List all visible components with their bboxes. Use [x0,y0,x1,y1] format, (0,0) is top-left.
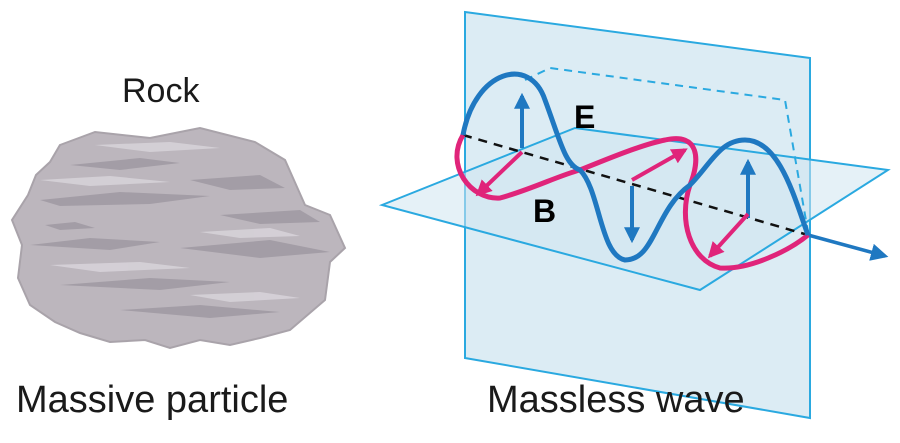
rock-illustration [12,128,345,348]
rock-title: Rock [122,72,199,111]
magnetic-field-label: B [533,193,556,230]
propagation-arrow [808,235,885,256]
massless-wave-caption: Massless wave [487,379,745,422]
massive-particle-caption: Massive particle [16,379,288,422]
em-wave-illustration [382,12,888,418]
electric-field-label: E [574,99,595,136]
